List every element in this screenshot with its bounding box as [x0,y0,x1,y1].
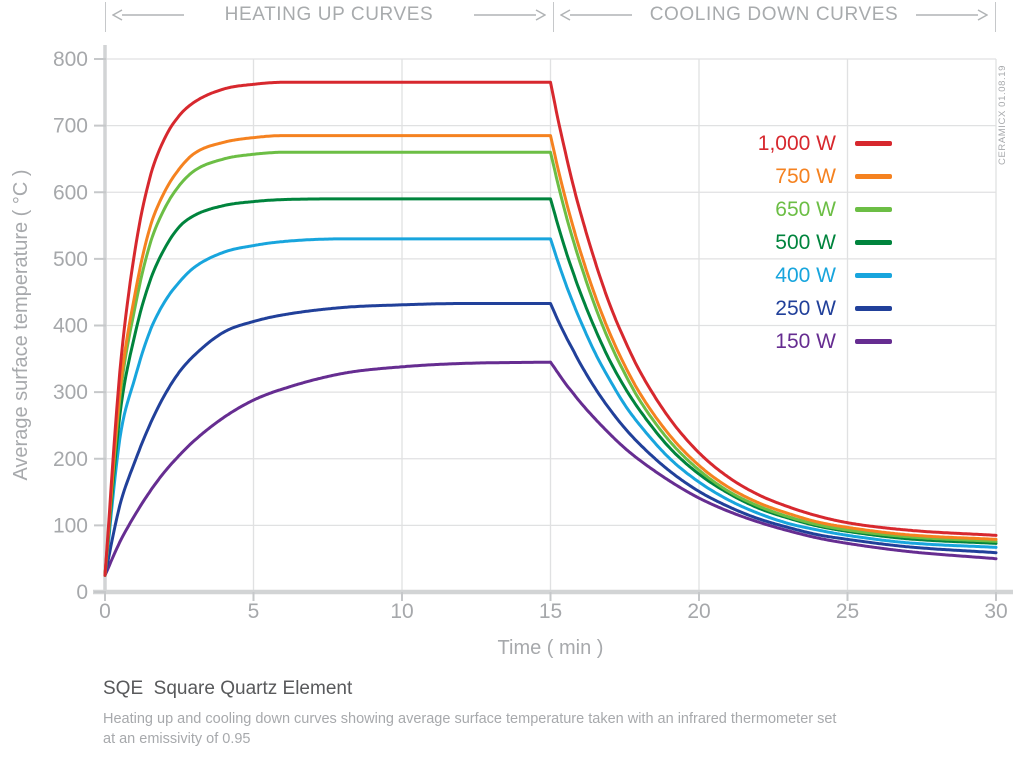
curve-150w [103,360,998,577]
legend-label: 400 W [775,263,836,287]
legend-swatch [855,306,892,311]
header-divider-right [995,2,996,32]
arrow-left-icon [112,9,184,21]
x-tick-label: 0 [99,600,111,623]
y-tick-label: 200 [53,448,88,471]
curve-750w [103,134,998,577]
x-tick-label: 25 [836,600,859,623]
x-tick-label: 10 [390,600,413,623]
heating-header-label: HEATING UP CURVES [224,4,434,25]
y-tick-label: 100 [53,514,88,537]
legend-label: 650 W [775,197,836,221]
curve-400w [103,237,998,577]
legend-swatch [855,141,892,146]
cooling-header-label: COOLING DOWN CURVES [649,4,899,25]
legend-swatch [855,174,892,179]
chart-canvas: 0 100 200 300 400 500 600 700 800 0 5 10 15 20 25 30 [53,45,1013,623]
legend-label: 750 W [775,164,836,188]
arrow-right-icon [473,9,546,21]
legend-swatch [855,240,892,245]
x-tick-label: 30 [984,600,1007,623]
legend-item-1000w: 1,000 W [758,127,892,160]
legend-label: 150 W [775,329,836,353]
y-tick-label: 500 [53,248,88,271]
legend-item-750w: 750 W [758,160,892,193]
legend-swatch [855,339,892,344]
legend-item-150w: 150 W [758,325,892,358]
x-tick-label: 5 [248,600,260,623]
cooling-header: COOLING DOWN CURVES [560,2,988,28]
heating-header: HEATING UP CURVES [112,2,546,28]
y-tick-label: 600 [53,181,88,204]
y-tick-label: 800 [53,48,88,71]
legend-swatch [855,273,892,278]
legend-label: 250 W [775,296,836,320]
legend: 1,000 W 750 W 650 W 500 W 400 W 250 W 150 W [758,127,892,358]
legend-label: 500 W [775,230,836,254]
y-tick-label: 0 [76,581,88,604]
caption-description-line2: at an emissivity of 0.95 [103,731,251,747]
y-tick-label: 700 [53,115,88,138]
y-tick-label: 400 [53,315,88,338]
curve-650w [103,150,998,577]
caption-description: Heating up and cooling down curves showi… [103,709,1003,749]
legend-item-500w: 500 W [758,226,892,259]
legend-item-650w: 650 W [758,193,892,226]
legend-label: 1,000 W [757,131,836,155]
arrow-right-icon [915,9,988,21]
caption-title: SQE Square Quartz Element [103,678,353,699]
legend-swatch [855,207,892,212]
y-axis-title: Average surface temperature ( °C ) [10,169,32,481]
legend-item-250w: 250 W [758,292,892,325]
arrow-left-icon [560,9,632,21]
caption-description-line1: Heating up and cooling down curves showi… [103,711,837,727]
x-axis-title: Time ( min ) [497,637,604,659]
legend-item-400w: 400 W [758,259,892,292]
curve-250w [103,302,998,577]
y-tick-label: 300 [53,381,88,404]
watermark-text: CERAMICX 01.08.19 [997,65,1008,165]
x-tick-label: 20 [687,600,710,623]
x-tick-label: 15 [539,600,562,623]
curve-1000w [103,80,998,577]
header-divider-left [105,2,106,32]
header-divider-middle [553,2,554,32]
caption-block: SQE Square Quartz Element Heating up and… [103,678,1003,749]
